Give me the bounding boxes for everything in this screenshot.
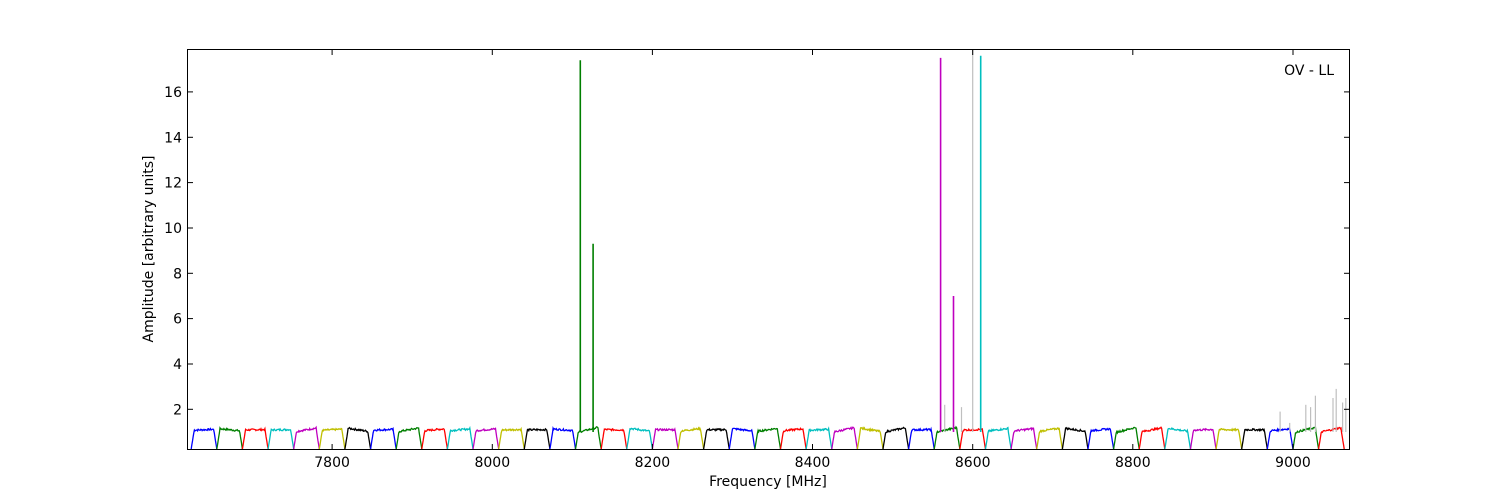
annotation-label: OV - LL (1284, 63, 1334, 79)
channel-bandpass-41 (1215, 427, 1243, 449)
plot-area (190, 50, 1347, 449)
channel-bandpass-17 (600, 427, 628, 449)
channel-bandpass-45 (1317, 426, 1345, 449)
channel-bandpass-34 (1036, 427, 1064, 449)
channel-bandpass-23 (754, 427, 782, 449)
channel-bandpass-29 (907, 426, 935, 449)
channel-bandpass-6 (318, 427, 346, 449)
channel-bandpass-16 (574, 426, 602, 449)
x-tick-label: 9000 (1275, 455, 1311, 471)
x-axis-label: Frequency [MHz] (709, 474, 827, 490)
channel-bandpass-4 (267, 427, 295, 449)
y-tick-label: 4 (173, 357, 182, 373)
channel-bandpass-20 (677, 426, 705, 449)
channel-bandpass-7 (344, 426, 372, 449)
channel-bandpass-28 (882, 426, 910, 449)
x-tick-label: 8200 (635, 455, 671, 471)
channel-bandpass-37 (1112, 426, 1140, 449)
channel-bandpass-1 (190, 427, 218, 449)
channel-bandpass-13 (498, 426, 525, 449)
x-tick-label: 8400 (795, 455, 831, 471)
channel-bandpass-24 (779, 426, 807, 449)
y-tick-label: 2 (173, 402, 182, 418)
x-tick-label: 8000 (474, 455, 510, 471)
channel-bandpass-39 (1164, 426, 1192, 449)
axis-ticks: 7800 8000 8200 8400 8600 8800 9000 2 4 6 8 10 12 14 16 (164, 50, 1349, 471)
channel-bandpass-9 (395, 427, 423, 449)
channel-bandpass-36 (1087, 427, 1115, 449)
channel-bandpass-25 (805, 426, 833, 449)
x-tick-label: 7800 (314, 455, 350, 471)
y-tick-label: 6 (173, 312, 182, 328)
x-tick-label: 8600 (955, 455, 991, 471)
channel-bandpass-10 (421, 427, 449, 449)
y-tick-label: 10 (164, 221, 182, 237)
channel-bandpass-14 (523, 427, 551, 449)
channel-bandpass-40 (1189, 427, 1217, 449)
channel-bandpass-38 (1138, 426, 1166, 449)
channel-bandpass-30 (933, 425, 961, 449)
channel-bandpass-32 (984, 426, 1012, 449)
channel-bandpass-11 (446, 425, 474, 449)
channel-bandpass-18 (626, 427, 654, 449)
channel-bandpass-22 (728, 427, 756, 449)
channel-bandpass-33 (1010, 427, 1038, 449)
y-tick-label: 16 (164, 85, 182, 101)
channel-bandpass-8 (369, 426, 397, 449)
y-tick-label: 12 (164, 176, 182, 192)
channel-bandpass-19 (651, 427, 679, 449)
x-tick-label: 8800 (1115, 455, 1151, 471)
y-tick-label: 8 (173, 266, 182, 282)
channel-bandpass-42 (1241, 427, 1268, 449)
channel-bandpass-27 (856, 426, 884, 449)
channel-bandpass-15 (549, 425, 577, 449)
channel-bandpass-12 (472, 427, 500, 449)
channel-bandpass-35 (1061, 426, 1089, 449)
channel-bandpass-21 (702, 427, 730, 449)
y-tick-label: 14 (164, 130, 182, 146)
plot-frame (187, 49, 1350, 450)
channel-bandpass-5 (293, 425, 320, 449)
channel-bandpass-2 (216, 426, 244, 449)
channel-bandpass-26 (831, 426, 859, 449)
channel-bandpass-3 (241, 426, 269, 449)
y-axis-label: Amplitude [arbitrary units] (141, 156, 157, 343)
